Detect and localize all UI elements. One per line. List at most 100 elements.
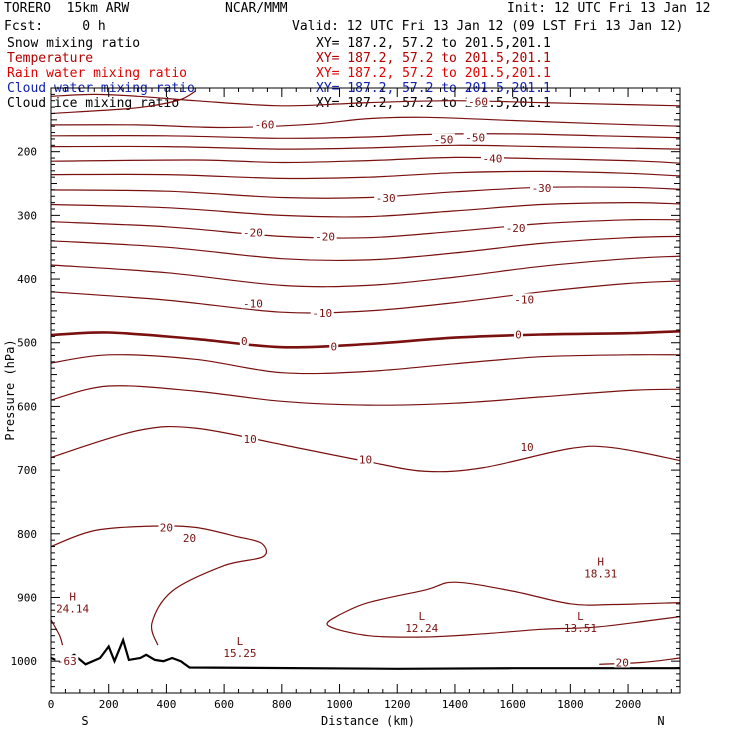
isotherm-0 <box>51 354 680 375</box>
contour-label: 20 <box>616 656 629 669</box>
init-time: Init: 12 UTC Fri 13 Jan 12 <box>507 1 711 16</box>
y-tick-label: 1000 <box>11 655 38 668</box>
contour-label: -10 <box>243 297 263 310</box>
isotherm-m50 <box>51 144 680 150</box>
contour-label-bg <box>310 306 334 318</box>
contour-label-bg <box>313 230 337 242</box>
x-tick-label: 1600 <box>499 698 526 711</box>
isotherm-m40 <box>51 156 680 164</box>
contour-label: 10 <box>359 453 372 466</box>
extremum-kind: L <box>418 610 425 623</box>
y-tick-label: 800 <box>17 528 37 541</box>
isotherm-m10 <box>51 280 680 314</box>
y-tick-label: 200 <box>17 146 37 159</box>
legend-label: Rain water mixing ratio <box>7 66 188 81</box>
isotherm-20 <box>51 525 239 548</box>
isotherm-m60 <box>51 116 680 129</box>
x-tick-label: 1200 <box>384 698 411 711</box>
contour-label-bg <box>158 521 175 533</box>
contour-label-bg <box>480 152 504 164</box>
contour-label-bg <box>241 226 265 238</box>
isotherm-contours <box>51 90 680 665</box>
y-tick-label: 700 <box>17 464 37 477</box>
contour-label-bg <box>519 441 536 453</box>
legend-xy: XY= 187.2, 57.2 to 201.5,201.1 <box>316 36 551 51</box>
contour-label: 0 <box>330 341 337 354</box>
extremum-value: 12.24 <box>405 622 438 635</box>
extremum-value: 24.14 <box>56 603 89 616</box>
contour-label-bg <box>504 222 528 234</box>
extremum-value: 15.25 <box>223 647 256 660</box>
x-tick-label: 600 <box>214 698 234 711</box>
contour-label: 20 <box>183 532 196 545</box>
legend-xy: XY= 187.2, 57.2 to 201.5,201.1 <box>316 51 551 66</box>
contour-label: 0 <box>241 335 248 348</box>
extremum-kind: H <box>597 556 604 569</box>
isotherm-m60 <box>51 90 196 115</box>
isotherm-20 <box>339 581 680 616</box>
x-tick-label: 1800 <box>557 698 584 711</box>
y-axis-label: Pressure (hPa) <box>3 339 17 440</box>
legend-xy: XY= 187.2, 57.2 to 201.5,201.1 <box>316 66 551 81</box>
forecast-hour: Fcst: 0 h <box>4 19 106 34</box>
center-title: NCAR/MMM <box>225 1 288 16</box>
south-label: S <box>81 714 88 728</box>
contour-label: -20 <box>506 222 526 235</box>
contour-label-bg <box>431 133 455 145</box>
model-title: TORERO 15km ARW <box>4 1 130 16</box>
contour-label-bg <box>513 328 523 340</box>
plot-frame <box>50 87 681 694</box>
contour-label: 20 <box>160 521 173 534</box>
contour-label-bg <box>466 95 490 107</box>
terrain-line <box>51 636 680 670</box>
isotherm-m60 <box>51 93 680 107</box>
y-tick-label: 900 <box>17 591 37 604</box>
contour-label: -60 <box>255 118 275 131</box>
isotherm-20 <box>599 657 680 665</box>
isotherm-10 <box>51 385 680 406</box>
x-tick-label: 2000 <box>615 698 642 711</box>
contour-label: -20 <box>243 227 263 240</box>
north-label: N <box>657 714 664 728</box>
legend-label: Cloud ice mixing ratio <box>7 96 180 111</box>
contour-labels: -60 -60 -50 -50 -40 -30 -30 -20 -20 -20 -10 -10 -10 0… <box>55 95 631 669</box>
isotherm-m50 <box>51 133 680 139</box>
legend-label: Temperature <box>7 51 94 66</box>
x-tick-label: 1400 <box>442 698 469 711</box>
contour-label-bg <box>530 181 554 193</box>
contour-label: -20 <box>315 230 335 243</box>
x-tick-label: 800 <box>272 698 292 711</box>
contour-label-bg <box>463 131 487 143</box>
contour-label-bg <box>239 334 249 346</box>
x-tick-label: 200 <box>99 698 119 711</box>
contour-label-bg <box>55 655 79 667</box>
terrain-profile <box>51 636 680 670</box>
contour-label: -63 <box>57 655 77 668</box>
contour-label: -10 <box>514 293 534 306</box>
isotherm-20 <box>326 614 680 638</box>
y-tick-label: 600 <box>17 400 37 413</box>
valid-time: Valid: 12 UTC Fri 13 Jan 12 (09 LST Fri … <box>292 19 684 34</box>
contour-label-bg <box>242 432 259 444</box>
x-tick-label: 0 <box>48 698 55 711</box>
contour-label-bg <box>253 118 277 130</box>
extremum-kind: L <box>237 635 244 648</box>
isotherm-m30 <box>51 186 680 199</box>
contour-label: 10 <box>520 441 533 454</box>
contour-label: -10 <box>312 307 332 320</box>
isotherm-m20 <box>51 218 680 239</box>
y-tick-label: 400 <box>17 273 37 286</box>
x-tick-label: 400 <box>156 698 176 711</box>
contour-label-bg <box>512 293 536 305</box>
extremum-kind: L <box>577 610 584 623</box>
contour-label: -30 <box>532 182 552 195</box>
legend-label: Snow mixing ratio <box>7 36 141 51</box>
contour-label: 0 <box>515 328 522 341</box>
contour-label: -50 <box>433 134 453 147</box>
isotherm-20 <box>51 619 64 646</box>
contour-label-bg <box>357 453 374 465</box>
contour-label: -40 <box>483 153 503 166</box>
contour-label-bg <box>241 297 265 309</box>
